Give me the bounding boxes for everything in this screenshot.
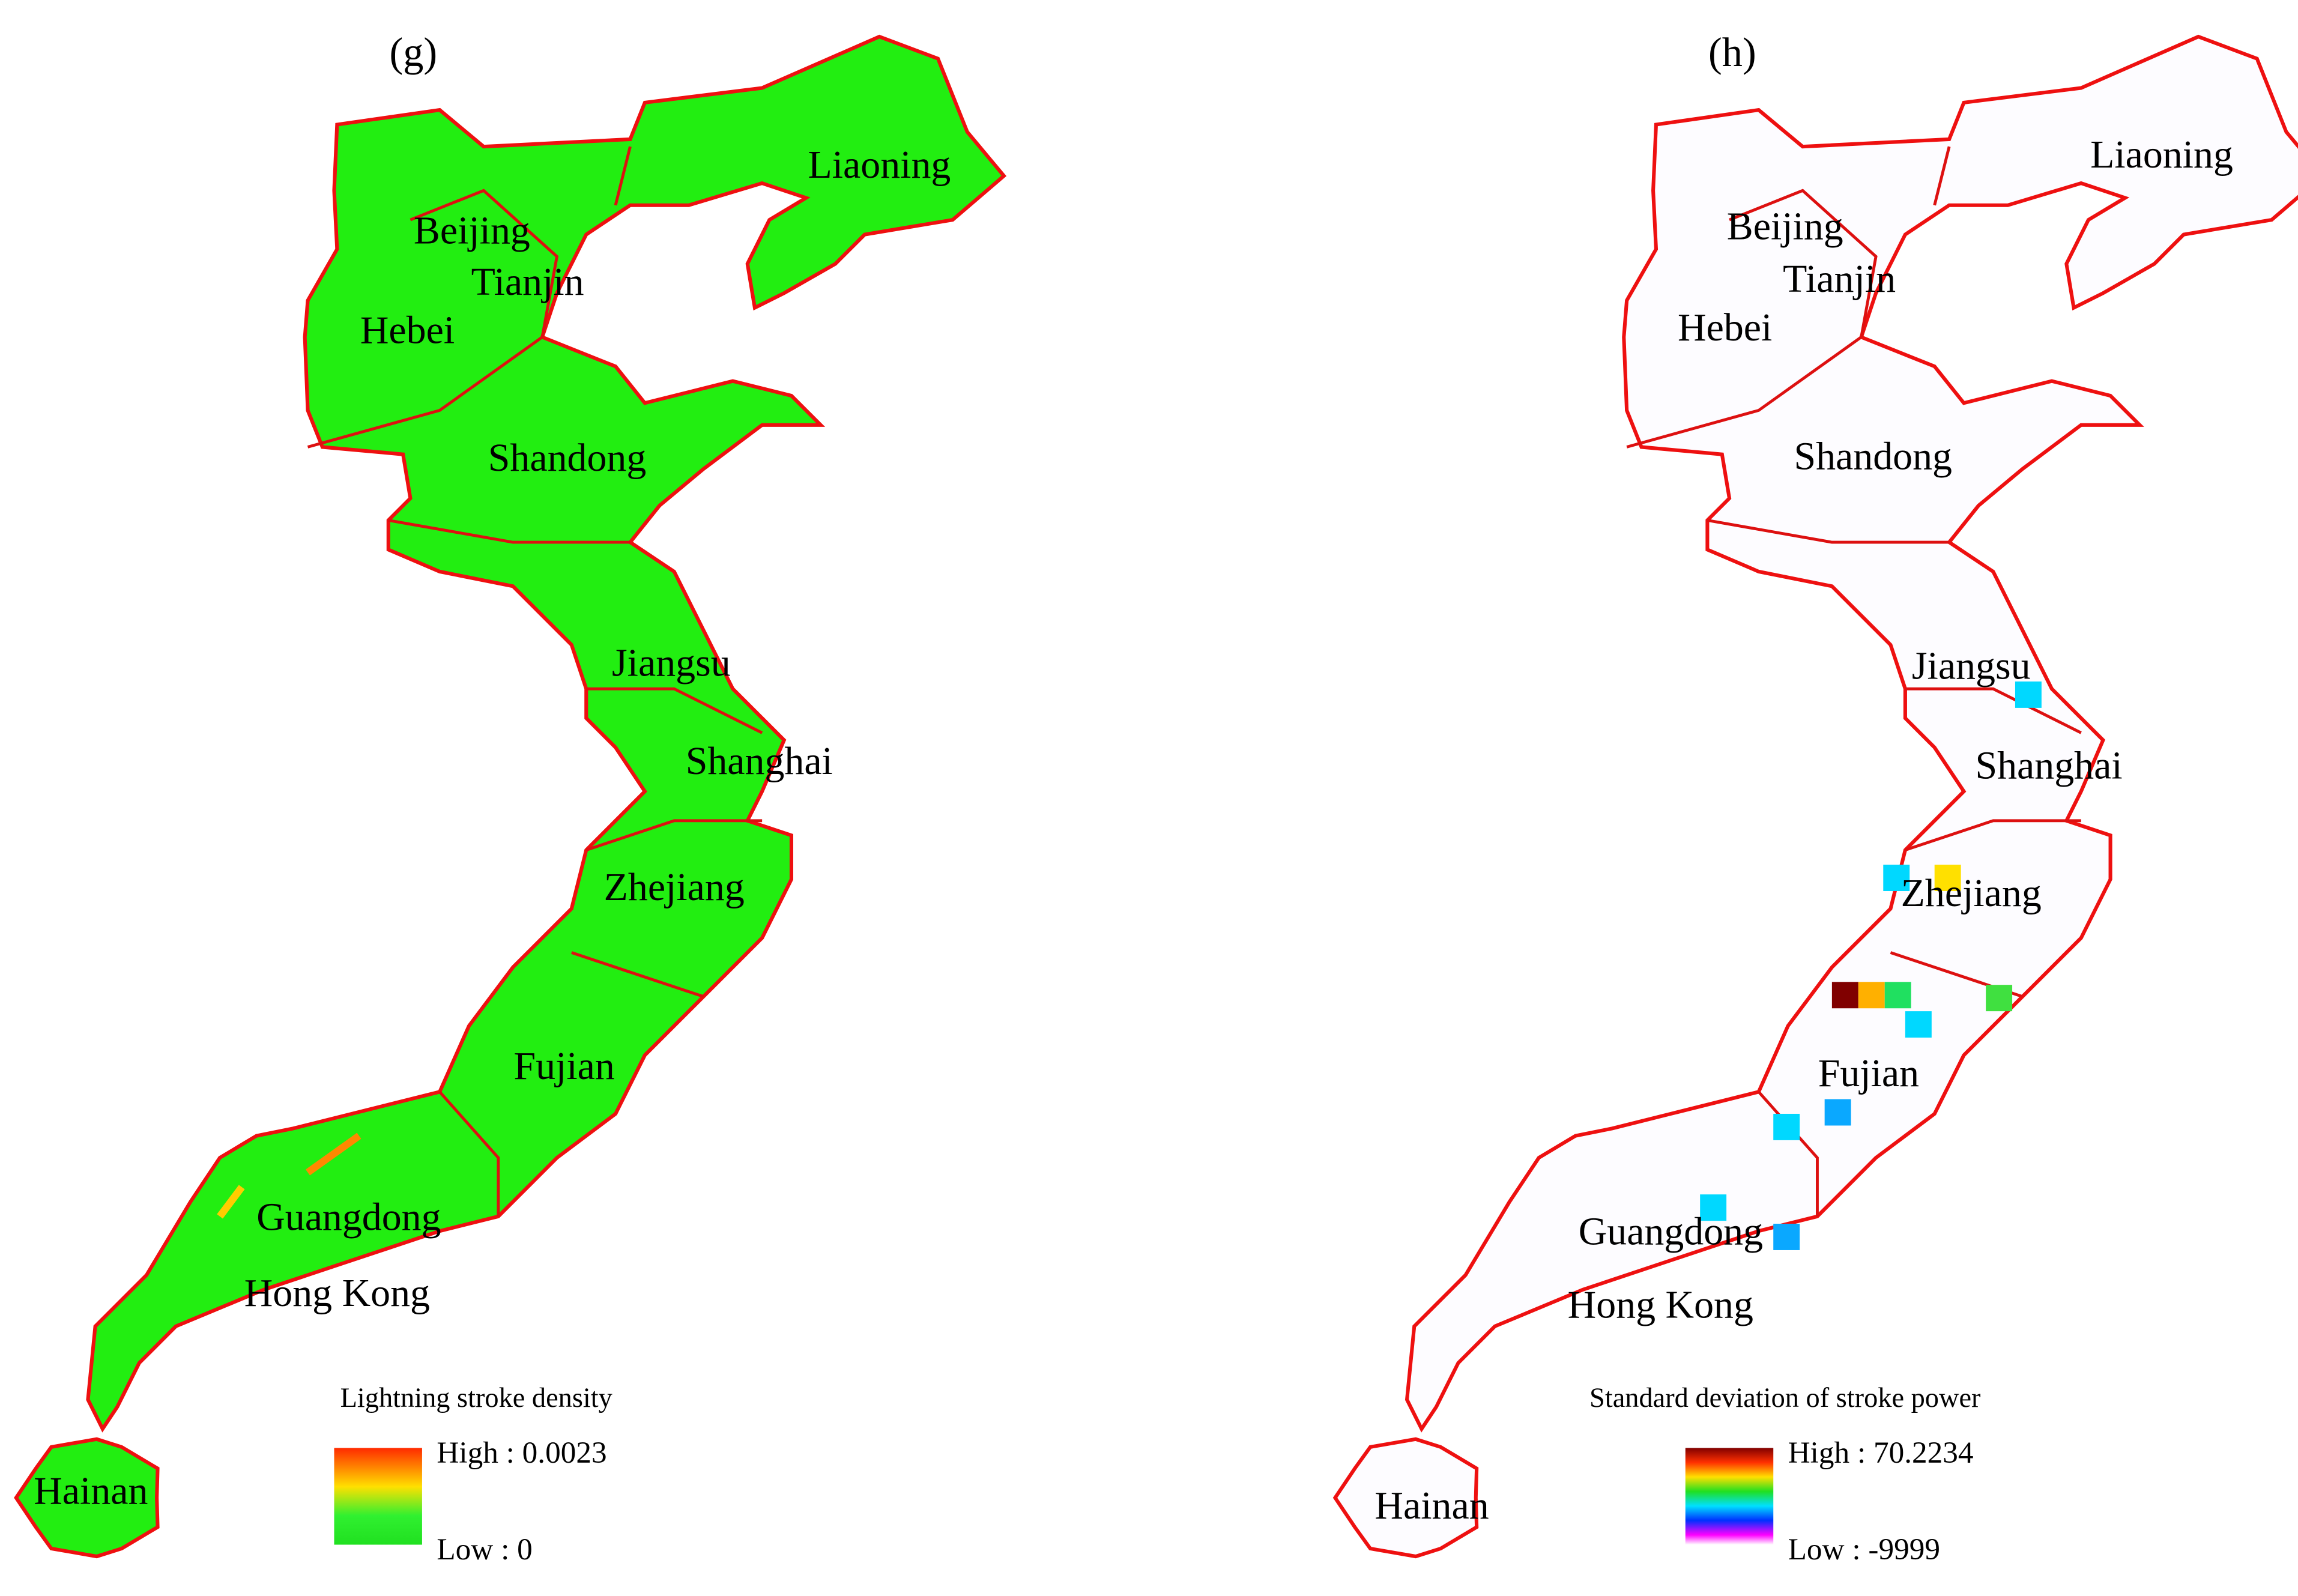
legend-ramp — [334, 1448, 422, 1545]
legend-high: High : 0.0023 — [437, 1436, 606, 1470]
raster-cell — [1858, 982, 1885, 1009]
place-label: Fujian — [513, 1044, 614, 1088]
legend-low: Low : -9999 — [1788, 1532, 1940, 1567]
place-label: Guangdong — [1579, 1210, 1763, 1254]
place-label: Shanghai — [1975, 744, 2122, 788]
place-label: Jiangsu — [1912, 644, 2031, 688]
raster-cell — [1700, 1194, 1727, 1221]
province-border — [1905, 819, 2081, 851]
place-label: Zhejiang — [604, 865, 745, 909]
place-label: Beijing — [1727, 204, 1843, 248]
raster-cell — [2015, 681, 2042, 708]
legend-title: Lightning stroke density — [340, 1383, 612, 1413]
place-label: Shanghai — [686, 739, 833, 783]
panel-label: (h) — [1708, 29, 1756, 75]
raster-cell — [1883, 865, 1910, 891]
place-label: Hong Kong — [1568, 1283, 1753, 1327]
place-label: Hainan — [1374, 1484, 1489, 1528]
raster-cell — [1824, 1099, 1851, 1126]
province-area — [1405, 34, 2298, 1433]
province-border — [307, 336, 543, 449]
island-area — [14, 1437, 160, 1559]
map-panel: (h) Liaoning Beijing Tianjin Hebei Shandong Ji… — [1332, 29, 2298, 1567]
raster-cell — [1773, 1113, 1800, 1140]
place-label: Guangdong — [256, 1195, 441, 1239]
province-border — [1933, 146, 1951, 206]
province-border — [571, 951, 704, 999]
place-label: Jiangsu — [612, 641, 731, 685]
province-border — [1905, 687, 2082, 734]
place-label: Beijing — [414, 209, 530, 253]
place-label: Hebei — [1678, 306, 1772, 349]
legend-low: Low : 0 — [437, 1532, 532, 1567]
legend-ramp — [1685, 1448, 1774, 1545]
raster-cell — [1905, 1011, 1932, 1038]
place-label: Hebei — [360, 309, 455, 352]
raster-cell — [1934, 865, 1961, 891]
place-label: Tianjin — [1783, 257, 1896, 301]
raster-cell — [1773, 1224, 1800, 1250]
raster-cell — [1986, 985, 2013, 1012]
place-label: Liaoning — [2090, 133, 2233, 177]
province-border — [410, 189, 559, 337]
place-label: Shandong — [488, 436, 647, 480]
place-label: Zhejiang — [1901, 871, 2042, 915]
raster-cell — [1884, 982, 1911, 1009]
map-panel: (g) Liaoning Beijing Tianjin Hebei Shandong Ji… — [14, 29, 1007, 1567]
province-border — [585, 819, 763, 851]
hotspot — [217, 1185, 245, 1219]
province-border — [1626, 336, 1863, 449]
place-label: Hong Kong — [244, 1271, 430, 1315]
panel-label: (g) — [389, 29, 437, 75]
province-border — [1729, 189, 1878, 337]
island-area — [1332, 1437, 1479, 1559]
province-border — [614, 146, 632, 206]
place-label: Hainan — [34, 1469, 148, 1513]
place-label: Tianjin — [471, 260, 584, 304]
place-label: Shandong — [1794, 435, 1952, 479]
province-border — [586, 687, 763, 734]
place-label: Fujian — [1818, 1051, 1919, 1095]
province-border — [438, 1090, 500, 1217]
province-border — [388, 519, 630, 544]
legend-high: High : 70.2234 — [1788, 1436, 1974, 1470]
raster-cell — [1831, 982, 1858, 1009]
place-label: Liaoning — [808, 143, 951, 187]
hotspot — [305, 1132, 361, 1176]
province-border — [1707, 519, 1950, 544]
legend-title: Standard deviation of stroke power — [1589, 1383, 1981, 1413]
